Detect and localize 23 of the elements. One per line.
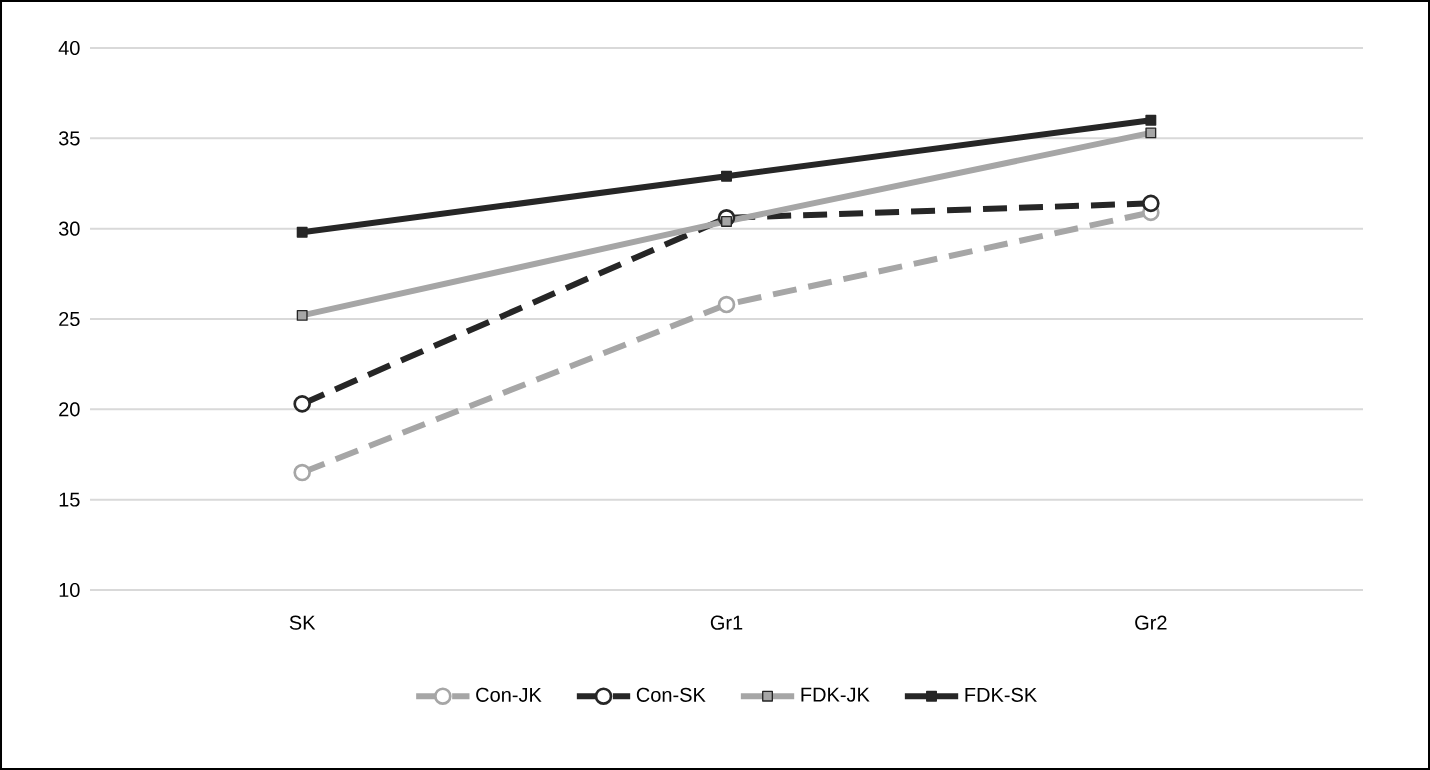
- legend-label: Con-JK: [476, 687, 542, 702]
- point: [293, 463, 311, 482]
- x-tick-label: Gr1: [710, 615, 743, 630]
- point: [721, 170, 732, 182]
- y-tick-label: 30: [58, 221, 80, 236]
- x-tick-label: SK: [289, 615, 316, 630]
- legend-label: Con-SK: [636, 687, 706, 702]
- y-tick-label: 15: [59, 492, 80, 507]
- y-tick-label: 10: [59, 582, 80, 598]
- point: [293, 395, 311, 413]
- y-tick-label: 40: [58, 40, 80, 56]
- point: [1142, 194, 1160, 213]
- point: [1145, 114, 1157, 126]
- point: [717, 295, 736, 314]
- point: [296, 226, 308, 238]
- legend-label: FDK-SK: [965, 687, 1037, 702]
- y-tick-label: 25: [59, 311, 80, 327]
- point: [296, 309, 308, 321]
- y-tick-label: 20: [59, 402, 80, 417]
- x-tick-label: Gr2: [1135, 615, 1167, 630]
- point: [1145, 127, 1157, 139]
- y-tick-label: 35: [58, 131, 80, 146]
- legend-label: FDK-JK: [801, 687, 870, 702]
